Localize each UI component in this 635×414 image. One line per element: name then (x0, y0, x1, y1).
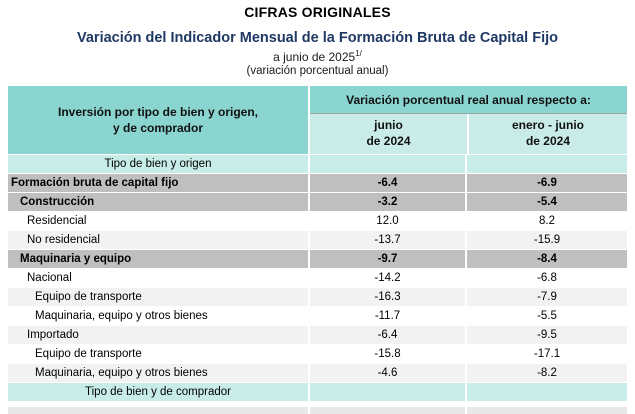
data-table: Inversión por tipo de bien y origen, y d… (8, 86, 627, 414)
cutoff-cell (308, 407, 465, 414)
value-cell: -8.2 (465, 364, 627, 382)
value-cell: -13.7 (308, 231, 465, 249)
header-right-group: Variación porcentual real anual respecto… (308, 86, 627, 154)
page-title: Variación del Indicador Mensual de la Fo… (76, 30, 559, 46)
value-cell: -9.7 (308, 250, 465, 268)
value-cell: -16.3 (308, 288, 465, 306)
footnote-marker: 1/ (355, 49, 362, 58)
cutoff-cell (8, 407, 308, 414)
table-row-importado: Importado -6.4 -9.5 (8, 325, 627, 344)
row-label: Residencial (27, 215, 87, 227)
value-cell: -4.6 (308, 364, 465, 382)
value-cell: -5.4 (465, 193, 627, 211)
value-cell: 12.0 (308, 212, 465, 230)
value-cell (465, 383, 627, 401)
column-headers: junio de 2024 enero - junio de 2024 (310, 114, 627, 154)
value-cell (308, 155, 465, 173)
row-label: Equipo de transporte (35, 291, 142, 303)
table-row-residencial: Residencial 12.0 8.2 (8, 211, 627, 230)
table-header: Inversión por tipo de bien y origen, y d… (8, 86, 627, 154)
value-cell: -6.4 (308, 326, 465, 344)
value-cell: -7.9 (465, 288, 627, 306)
section-label: Tipo de bien y origen (104, 158, 212, 170)
value-cell: 8.2 (465, 212, 627, 230)
table-row-maquinaria-otros-nacional: Maquinaria, equipo y otros bienes -11.7 … (8, 306, 627, 325)
table-row-equipo-de-transporte-importado: Equipo de transporte -15.8 -17.1 (8, 344, 627, 363)
table-row-maquinaria-otros-importado: Maquinaria, equipo y otros bienes -4.6 -… (8, 363, 627, 382)
value-cell (308, 383, 465, 401)
value-cell: -5.5 (465, 307, 627, 325)
value-cell: -8.4 (465, 250, 627, 268)
row-label: Construcción (20, 196, 95, 208)
row-label: Equipo de transporte (35, 348, 142, 360)
row-label: Importado (27, 329, 79, 341)
value-cell: -3.2 (308, 193, 465, 211)
table-row-equipo-de-transporte-nacional: Equipo de transporte -16.3 -7.9 (8, 287, 627, 306)
row-label: Maquinaria, equipo y otros bienes (35, 367, 208, 379)
value-cell: -15.8 (308, 345, 465, 363)
column-header-junio-2024: junio de 2024 (310, 114, 467, 154)
value-cell: -11.7 (308, 307, 465, 325)
cutoff-next-row (8, 407, 627, 414)
table-row-maquinaria-y-equipo: Maquinaria y equipo -9.7 -8.4 (8, 249, 627, 268)
row-label: Nacional (27, 272, 72, 284)
column-header-enero-junio-2024: enero - junio de 2024 (467, 114, 627, 154)
table-row-construccion: Construcción -3.2 -5.4 (8, 192, 627, 211)
row-label: Maquinaria y equipo (20, 253, 132, 265)
subtitle-period: a junio de 20251/ (0, 49, 635, 64)
table-row-formacion-bruta: Formación bruta de capital fijo -6.4 -6.… (8, 173, 627, 192)
value-cell: -9.5 (465, 326, 627, 344)
value-cell: -6.9 (465, 174, 627, 192)
stub-header-cell: Inversión por tipo de bien y origen, y d… (8, 86, 308, 154)
table-row-nacional: Nacional -14.2 -6.8 (8, 268, 627, 287)
value-cell (465, 155, 627, 173)
row-label: Formación bruta de capital fijo (11, 177, 179, 189)
value-cell: -15.9 (465, 231, 627, 249)
units-note: (variación porcentual anual) (246, 65, 389, 77)
subtitle-text: a junio de 2025 (273, 50, 356, 64)
cutoff-cell (465, 407, 627, 414)
table-row-no-residencial: No residencial -13.7 -15.9 (8, 230, 627, 249)
section-row-tipo-de-bien-y-de-comprador: Tipo de bien y de comprador (8, 382, 627, 401)
value-cell: -17.1 (465, 345, 627, 363)
value-cell: -6.4 (308, 174, 465, 192)
section-label: Tipo de bien y de comprador (85, 386, 231, 398)
row-label: Maquinaria, equipo y otros bienes (35, 310, 208, 322)
section-row-tipo-de-bien-y-origen: Tipo de bien y origen (8, 154, 627, 173)
group-header-cell: Variación porcentual real anual respecto… (310, 86, 627, 114)
kicker-cifras-originales: CIFRAS ORIGINALES (244, 4, 391, 20)
value-cell: -6.8 (465, 269, 627, 287)
row-label: No residencial (27, 234, 100, 246)
value-cell: -14.2 (308, 269, 465, 287)
